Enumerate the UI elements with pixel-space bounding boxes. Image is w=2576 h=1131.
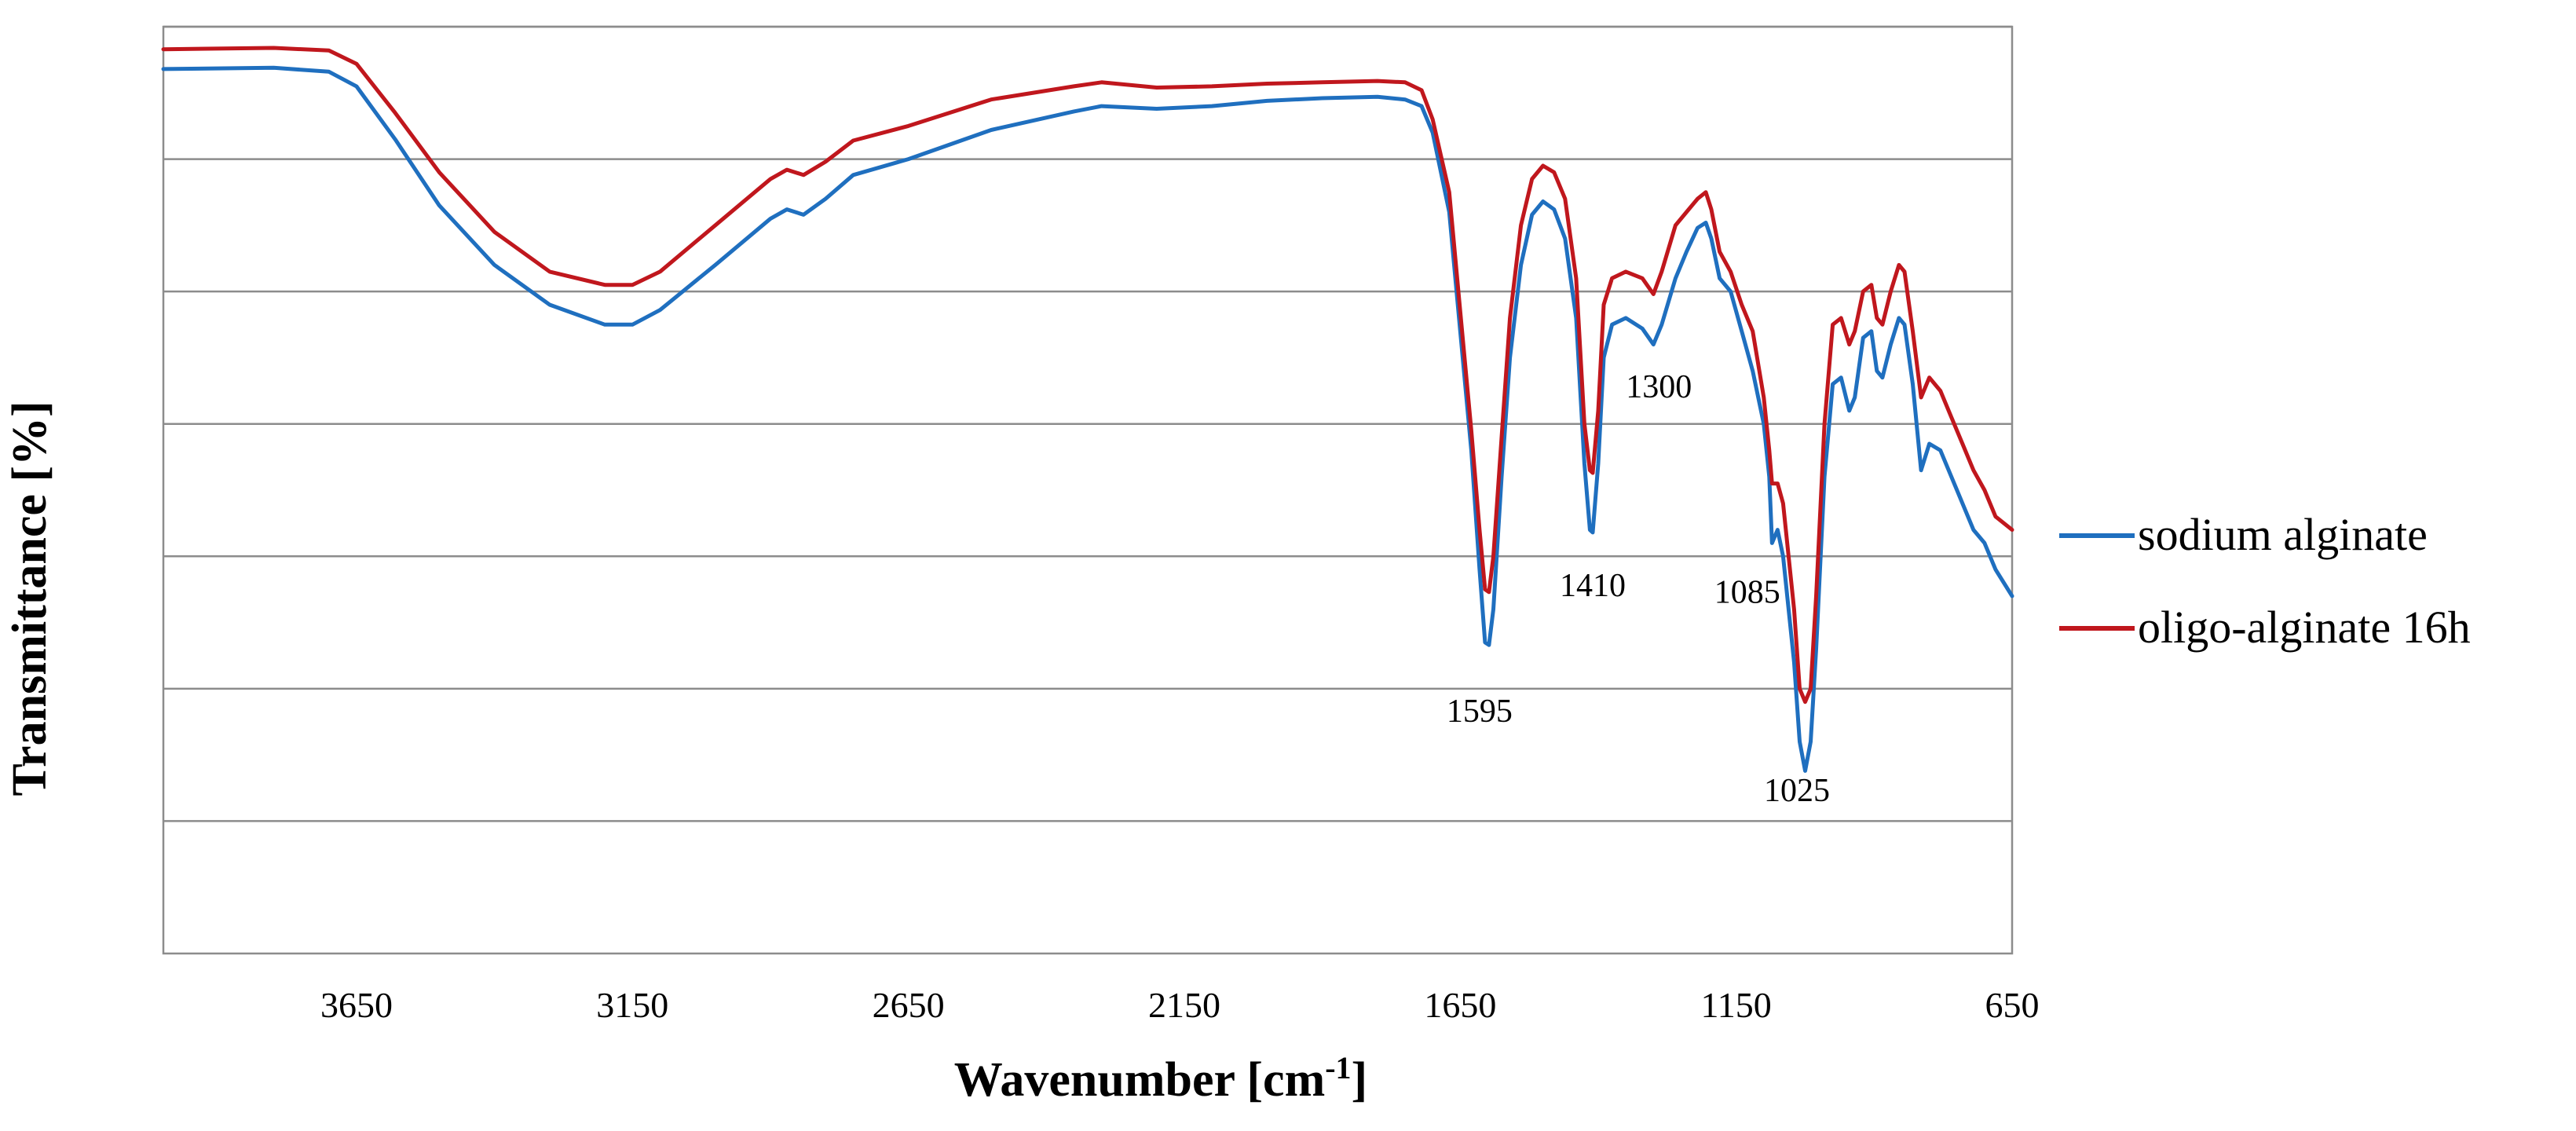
peak-label-1410: 1410 [1560, 568, 1626, 604]
legend: sodium alginate oligo-alginate 16h [2059, 509, 2471, 653]
legend-label-sodium-alginate: sodium alginate [2138, 509, 2428, 560]
x-tick-label-650: 650 [1985, 985, 2040, 1025]
x-tick-label-2150: 2150 [1148, 985, 1220, 1025]
x-tick-labels: 3650 3150 2650 2150 1650 1150 650 [320, 985, 2040, 1025]
x-axis-title-end: ] [1352, 1053, 1368, 1107]
peak-label-1085: 1085 [1714, 574, 1780, 610]
x-tick-label-2650: 2650 [873, 985, 945, 1025]
peak-annotations: 1595 1410 1300 1085 1025 [1447, 369, 1830, 809]
series-lines [161, 46, 2014, 773]
legend-label-oligo-alginate-16h: oligo-alginate 16h [2138, 602, 2471, 653]
x-tick-label-3650: 3650 [320, 985, 393, 1025]
y-gridlines [163, 25, 2012, 822]
plot-frame [162, 25, 2014, 955]
x-tick-label-3150: 3150 [596, 985, 668, 1025]
x-axis-title-superscript: -1 [1325, 1050, 1351, 1085]
peak-label-1595: 1595 [1447, 694, 1513, 730]
x-axis-title-main: Wavenumber [cm [954, 1053, 1325, 1107]
peak-label-1300: 1300 [1626, 369, 1692, 405]
series-line-sodium-alginate [161, 65, 2014, 773]
y-axis-title: Transmittance [%] [3, 401, 57, 796]
x-tick-label-1650: 1650 [1424, 985, 1496, 1025]
series-line-oligo-alginate-16h [161, 46, 2014, 705]
x-tick-label-1150: 1150 [1701, 985, 1772, 1025]
x-axis-title: Wavenumber [cm-1] [954, 1050, 1367, 1107]
peak-label-1025: 1025 [1764, 773, 1830, 809]
